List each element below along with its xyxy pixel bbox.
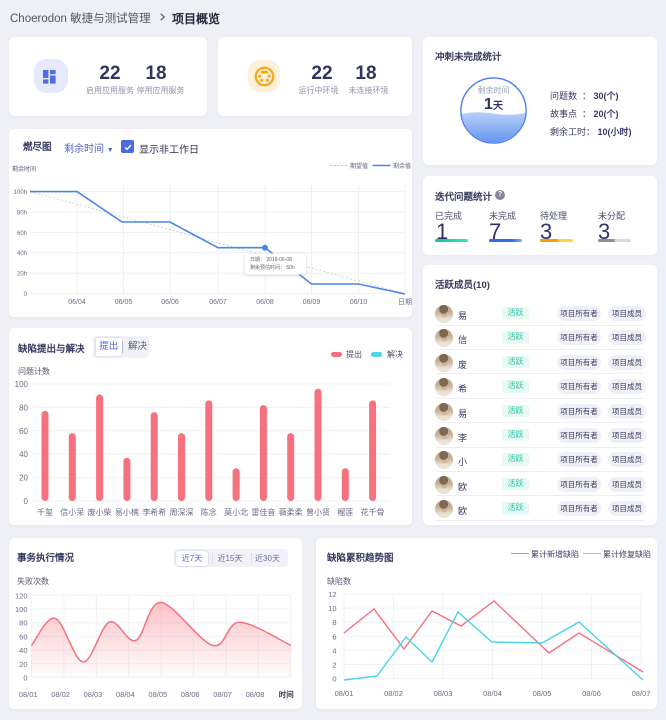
svg-text:0: 0 [24, 292, 28, 298]
svg-text:08/01: 08/01 [335, 689, 354, 698]
svg-text:06/07: 06/07 [209, 299, 227, 306]
svg-text:100: 100 [15, 605, 28, 614]
svg-text:80: 80 [19, 619, 27, 628]
svg-text:80: 80 [19, 403, 28, 412]
svg-text:06/05: 06/05 [115, 299, 133, 306]
svg-text:08/04: 08/04 [483, 689, 502, 698]
svg-text:06/04: 06/04 [68, 299, 86, 306]
svg-text:千玺: 千玺 [37, 507, 53, 517]
svg-text:08/07: 08/07 [213, 690, 232, 699]
svg-text:08/06: 08/06 [582, 689, 601, 698]
svg-text:20h: 20h [17, 272, 27, 278]
svg-text:废小柴: 废小柴 [88, 507, 112, 517]
svg-text:06/08: 06/08 [256, 299, 274, 306]
svg-text:06/06: 06/06 [161, 299, 179, 306]
svg-text:100h: 100h [14, 190, 27, 196]
svg-text:日期： 2018-06-08: 日期： 2018-06-08 [250, 257, 292, 263]
svg-text:信小呆: 信小呆 [60, 507, 84, 517]
svg-text:薇柔柔: 薇柔柔 [279, 507, 303, 517]
svg-text:6: 6 [332, 632, 336, 641]
svg-text:剩余预估时间： 50h: 剩余预估时间： 50h [250, 264, 295, 271]
svg-text:李希希: 李希希 [142, 507, 166, 517]
svg-text:08/02: 08/02 [51, 690, 70, 699]
svg-text:4: 4 [332, 646, 336, 655]
svg-text:2: 2 [332, 661, 336, 670]
svg-text:陈念: 陈念 [201, 507, 217, 517]
svg-text:雷佳音: 雷佳音 [251, 507, 275, 517]
svg-text:时间: 时间 [279, 689, 294, 699]
svg-text:08/06: 08/06 [181, 690, 200, 699]
svg-text:期望值: 期望值 [350, 162, 368, 170]
svg-text:40h: 40h [17, 251, 27, 257]
svg-text:0: 0 [24, 497, 29, 506]
svg-text:06/09: 06/09 [303, 299, 321, 306]
svg-text:20: 20 [19, 474, 28, 483]
svg-text:08/07: 08/07 [632, 689, 651, 698]
svg-text:08/01: 08/01 [19, 690, 38, 699]
svg-text:20: 20 [19, 660, 27, 669]
svg-text:120: 120 [15, 591, 28, 600]
svg-text:8: 8 [332, 618, 336, 627]
svg-text:08/02: 08/02 [384, 689, 403, 698]
svg-text:06/10: 06/10 [350, 299, 368, 306]
svg-text:60h: 60h [17, 231, 27, 237]
svg-text:08/05: 08/05 [148, 690, 167, 699]
svg-text:剩余值: 剩余值 [393, 162, 411, 170]
svg-text:易小楠: 易小楠 [115, 507, 139, 517]
svg-text:08/03: 08/03 [434, 689, 453, 698]
svg-text:榴莲: 榴莲 [337, 507, 353, 517]
svg-text:08/08: 08/08 [246, 690, 265, 699]
svg-text:60: 60 [19, 427, 28, 436]
svg-text:12: 12 [328, 590, 336, 599]
svg-text:周深深: 周深深 [170, 508, 194, 517]
svg-text:10: 10 [328, 604, 336, 613]
svg-text:40: 40 [19, 646, 27, 655]
svg-text:08/05: 08/05 [533, 689, 552, 698]
svg-text:08/04: 08/04 [116, 690, 135, 699]
svg-text:08/03: 08/03 [84, 690, 103, 699]
svg-text:0: 0 [332, 675, 336, 684]
svg-text:花千骨: 花千骨 [361, 507, 385, 517]
svg-text:100: 100 [15, 380, 29, 389]
svg-text:日期: 日期 [398, 298, 412, 306]
svg-text:80h: 80h [17, 210, 27, 216]
svg-text:剩余时间: 剩余时间 [12, 165, 36, 173]
svg-text:40: 40 [19, 450, 28, 459]
svg-text:莫小北: 莫小北 [224, 507, 248, 517]
svg-text:60: 60 [19, 632, 27, 641]
svg-text:0: 0 [23, 673, 27, 682]
svg-text:曾小贤: 曾小贤 [306, 507, 330, 517]
